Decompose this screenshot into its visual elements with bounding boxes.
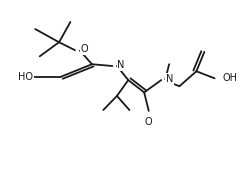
Text: HO: HO	[18, 72, 33, 81]
Text: O: O	[81, 44, 88, 54]
Text: O: O	[145, 117, 153, 127]
Text: OH: OH	[222, 73, 237, 83]
Text: N: N	[117, 60, 125, 70]
Text: N: N	[166, 74, 174, 84]
